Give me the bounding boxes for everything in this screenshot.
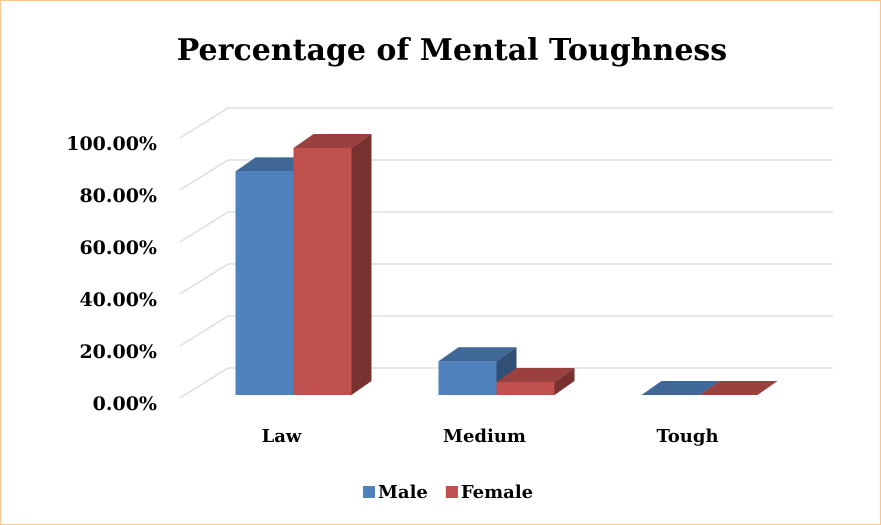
bar: [293, 134, 372, 395]
legend-label: Female: [461, 482, 533, 503]
bar-top: [438, 347, 517, 362]
bar-front: [496, 382, 555, 395]
grid-line: [179, 107, 833, 139]
bar-front: [235, 171, 294, 395]
bar-front: [293, 148, 352, 395]
grid-line: [179, 211, 833, 243]
grid-line: [179, 315, 833, 347]
y-tick-label: 40.00%: [79, 289, 157, 311]
y-tick-label: 20.00%: [79, 341, 157, 363]
bar-top: [699, 381, 778, 395]
chart-title: Percentage of Mental Toughness: [177, 33, 727, 68]
y-tick-label: 60.00%: [79, 237, 157, 259]
bar-top: [496, 368, 575, 382]
legend-swatch: [363, 486, 375, 498]
y-tick-label: 100.00%: [66, 133, 157, 155]
bar-top: [641, 381, 720, 395]
grid-line: [179, 159, 833, 191]
y-tick-label: 80.00%: [79, 185, 157, 207]
x-tick-label: Tough: [656, 426, 718, 447]
bar-side: [351, 134, 372, 395]
legend-swatch: [445, 486, 458, 498]
bar-side: [554, 368, 575, 395]
legend-label: Male: [378, 482, 428, 503]
bar-top: [293, 134, 372, 148]
grid-line: [179, 263, 833, 295]
bar: [496, 368, 575, 395]
bar: [699, 381, 778, 395]
bar: [641, 381, 720, 395]
y-tick-label: 0.00%: [93, 393, 157, 415]
grid-line: [179, 367, 833, 399]
bar-front: [438, 361, 497, 395]
x-tick-label: Law: [262, 426, 302, 447]
x-tick-label: Medium: [443, 426, 526, 447]
